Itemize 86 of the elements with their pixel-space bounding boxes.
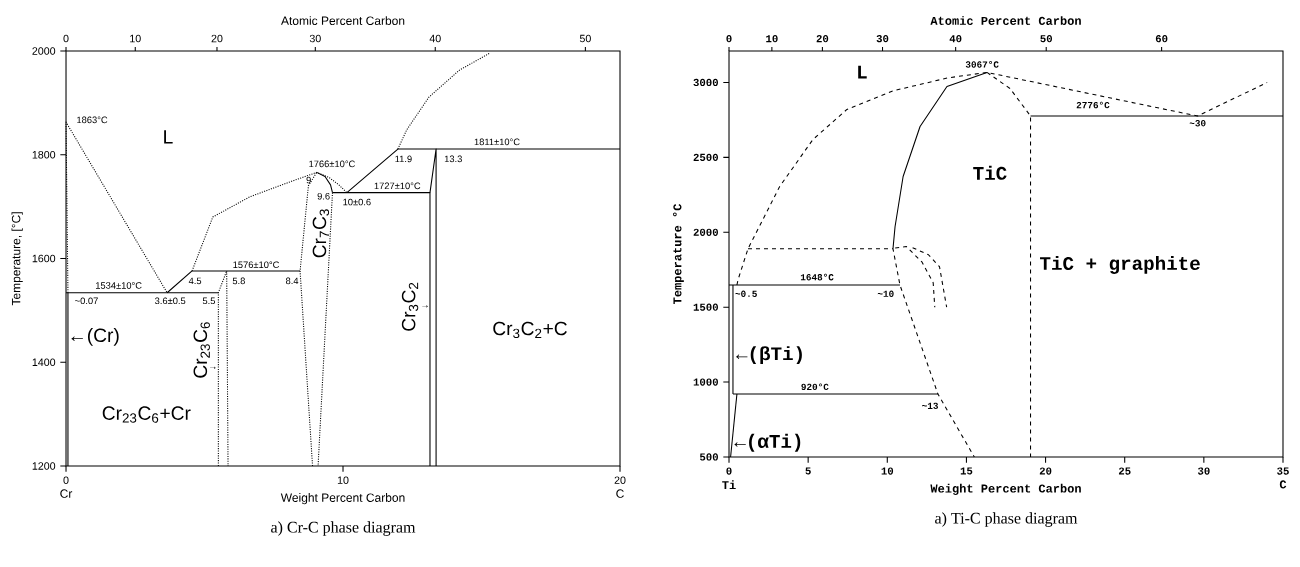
annotation: →	[210, 366, 216, 369]
x-tick-label: 15	[960, 467, 973, 475]
text: 20	[816, 35, 829, 43]
annotation: 4.5	[188, 277, 202, 285]
annotation: ~0.5	[735, 290, 757, 297]
x-tick-label: 35	[1277, 467, 1289, 475]
text: a) Ti-C phase diagram	[935, 512, 1078, 527]
annotation: 13.3	[444, 155, 462, 163]
annotation: 9.6	[317, 192, 330, 200]
x-tick-label: 10	[337, 476, 349, 484]
text: C	[616, 489, 624, 498]
annotation: 3.6±0.5	[154, 297, 186, 305]
x2-axis-title: Atomic Percent Carbon	[281, 16, 405, 25]
annotation: ~0.07	[75, 297, 98, 305]
text: 60	[1155, 35, 1168, 43]
text: Cr	[60, 489, 73, 498]
x2-axis-title: Atomic Percent Carbon	[930, 16, 1081, 25]
y-tick-label: 1200	[32, 462, 56, 470]
x-tick-label: 5	[805, 467, 811, 475]
annotation: 5.8	[232, 277, 245, 285]
annotation: 9	[306, 176, 311, 184]
annotation: 1648°C	[800, 273, 834, 281]
annotation: TiC + graphite	[1040, 255, 1200, 274]
y-tick-label: 1500	[693, 303, 718, 311]
annotation: →	[422, 305, 428, 308]
annotation: 1727±10°C	[374, 182, 421, 190]
annotation: 920°C	[801, 383, 829, 391]
x-axis-title: Weight Percent Carbon	[280, 493, 405, 505]
x-tick-label: 20	[1039, 467, 1052, 475]
y-tick-label: 2000	[693, 228, 718, 236]
annotation: Cr$_{7}$C$_{3}$	[312, 209, 330, 258]
y-tick-label: 1400	[32, 358, 56, 367]
x-axis-title: Weight Percent Carbon	[930, 483, 1081, 496]
annotation: 1863°C	[77, 116, 108, 124]
annotation: TiC	[973, 165, 1007, 180]
text: C	[1279, 480, 1287, 489]
y-tick-label: 3000	[693, 78, 718, 87]
y-tick-label: 500	[699, 453, 718, 461]
annotation: 8.4	[285, 277, 299, 285]
text: 40	[949, 35, 962, 43]
y-tick-label: 2000	[32, 47, 56, 55]
y-tick-label: 2500	[693, 153, 718, 161]
x-tick-label: 0	[726, 467, 732, 475]
x-tick-label: 30	[1197, 467, 1210, 475]
text: 50	[1040, 35, 1053, 43]
text: 50	[579, 34, 591, 43]
annotation: 5.5	[202, 297, 216, 305]
annotation: ←(Cr)	[71, 327, 119, 346]
y-tick-label: 1800	[32, 150, 56, 159]
annotation: 2776°C	[1076, 101, 1110, 109]
text: 0	[63, 34, 69, 43]
annotation: 10±0.6	[343, 198, 371, 206]
annotation: 11.9	[395, 155, 412, 163]
annotation: ~13	[922, 402, 939, 409]
text: 20	[211, 34, 223, 43]
text: 40	[429, 34, 441, 43]
x-tick-label: 10	[881, 467, 894, 475]
annotation: ←(βTi)	[736, 346, 802, 365]
annotation: ~30	[1189, 120, 1206, 127]
annotation: ←(αTi)	[734, 433, 801, 452]
annotation: Cr$_{3}$C$_{2}$	[401, 282, 419, 331]
text: 10	[130, 34, 141, 43]
annotation: Cr$_{23}$C$_{6}$+Cr	[102, 406, 191, 423]
annotation: ~10	[877, 290, 894, 297]
y-tick-label: 1600	[32, 254, 56, 263]
annotation: L	[858, 65, 867, 79]
annotation: L	[164, 130, 173, 144]
annotation: Cr$_{3}$C$_{2}$+C	[493, 321, 567, 339]
annotation: 1576±10°C	[233, 261, 280, 269]
annotation: Cr$_{23}$C$_{6}$	[193, 322, 210, 378]
y-axis-title: Temperature, [°C]	[11, 212, 23, 306]
text: 30	[309, 34, 321, 43]
text: 10	[766, 35, 778, 43]
text: a) Cr-C phase diagram	[271, 521, 416, 536]
x-tick-label: 0	[63, 476, 69, 484]
annotation: 1811±10°C	[474, 138, 520, 146]
annotation: 1534±10°C	[95, 282, 142, 289]
annotation: 3067°C	[965, 61, 999, 68]
y-tick-label: 1000	[693, 378, 718, 386]
text: 30	[876, 35, 889, 43]
text: 0	[726, 35, 732, 43]
y-axis-title: Temperature °C	[673, 203, 684, 305]
x-tick-label: 25	[1118, 467, 1131, 475]
annotation: 1766±10°C	[309, 160, 355, 168]
text: Ti	[722, 480, 736, 490]
x-tick-label: 20	[614, 476, 626, 484]
